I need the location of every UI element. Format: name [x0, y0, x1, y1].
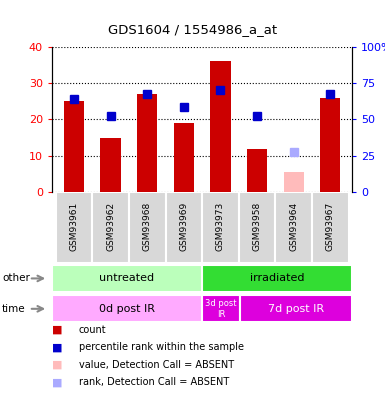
Bar: [202, 295, 239, 322]
Bar: [239, 295, 352, 322]
Bar: [312, 192, 348, 263]
Bar: [129, 192, 166, 263]
Text: GSM93973: GSM93973: [216, 202, 225, 251]
Bar: [284, 173, 304, 192]
Text: ■: ■: [52, 360, 62, 370]
Text: value, Detection Call = ABSENT: value, Detection Call = ABSENT: [79, 360, 234, 370]
Bar: [174, 123, 194, 192]
Text: GSM93968: GSM93968: [143, 202, 152, 251]
Text: ■: ■: [52, 325, 62, 335]
Bar: [202, 192, 239, 263]
Text: irradiated: irradiated: [250, 273, 305, 283]
Text: percentile rank within the sample: percentile rank within the sample: [79, 343, 244, 352]
Bar: [239, 192, 275, 263]
Bar: [320, 98, 340, 192]
Bar: [275, 192, 312, 263]
Bar: [210, 61, 231, 192]
Text: ■: ■: [52, 377, 62, 387]
Text: GSM93964: GSM93964: [289, 202, 298, 251]
Text: 7d post IR: 7d post IR: [268, 304, 324, 314]
Text: GSM93961: GSM93961: [69, 202, 79, 251]
Text: ■: ■: [52, 343, 62, 352]
Bar: [56, 192, 92, 263]
Bar: [52, 295, 202, 322]
Text: GSM93958: GSM93958: [253, 202, 261, 251]
Text: count: count: [79, 325, 107, 335]
Text: 0d post IR: 0d post IR: [99, 304, 155, 314]
Text: rank, Detection Call = ABSENT: rank, Detection Call = ABSENT: [79, 377, 229, 387]
Bar: [247, 149, 267, 192]
Bar: [137, 94, 157, 192]
Text: GSM93967: GSM93967: [326, 202, 335, 251]
Text: 3d post
IR: 3d post IR: [205, 299, 237, 318]
Text: untreated: untreated: [99, 273, 155, 283]
Bar: [64, 101, 84, 192]
Bar: [202, 265, 352, 292]
Text: other: other: [2, 273, 30, 283]
Bar: [92, 192, 129, 263]
Text: GDS1604 / 1554986_a_at: GDS1604 / 1554986_a_at: [108, 23, 277, 36]
Text: GSM93962: GSM93962: [106, 202, 115, 251]
Bar: [100, 138, 121, 192]
Bar: [166, 192, 202, 263]
Text: GSM93969: GSM93969: [179, 202, 188, 251]
Text: time: time: [2, 304, 25, 314]
Bar: [52, 265, 202, 292]
